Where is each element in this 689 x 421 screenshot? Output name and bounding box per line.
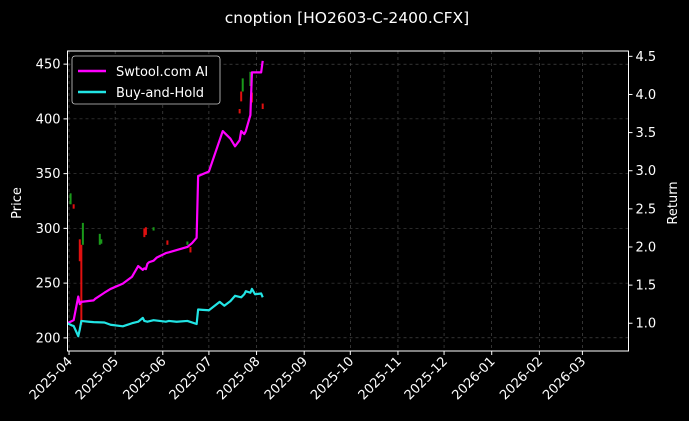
candle bbox=[261, 103, 264, 110]
candle bbox=[80, 244, 83, 325]
series-lines bbox=[67, 60, 264, 338]
series-line-ai bbox=[67, 60, 264, 325]
y-right-tick-label: 4.5 bbox=[636, 50, 657, 65]
y-left-tick-label: 400 bbox=[36, 112, 61, 127]
plot-frame bbox=[67, 50, 629, 352]
candle bbox=[81, 222, 84, 245]
y-axis-right: 1.0 1.5 2.0 2.5 3.0 3.5 4.0 4.5 bbox=[628, 50, 657, 332]
candle bbox=[241, 78, 244, 92]
y-left-tick-label: 450 bbox=[36, 58, 61, 73]
legend: Swtool.com AI Buy-and-Hold bbox=[71, 55, 221, 105]
y-right-tick-label: 2.0 bbox=[636, 240, 657, 255]
candle bbox=[78, 239, 81, 262]
y-left-tick-label: 300 bbox=[36, 222, 61, 237]
candles bbox=[69, 71, 264, 325]
y-left-tick-label: 350 bbox=[36, 167, 61, 182]
candle bbox=[186, 241, 189, 245]
candle bbox=[240, 91, 243, 102]
legend-label-buy-hold: Buy-and-Hold bbox=[116, 86, 204, 101]
candle bbox=[100, 239, 103, 244]
y-left-tick-label: 250 bbox=[36, 277, 61, 292]
y-right-tick-label: 1.5 bbox=[636, 279, 657, 294]
y-right-tick-label: 2.5 bbox=[636, 202, 657, 217]
y-right-tick-label: 3.0 bbox=[636, 164, 657, 179]
chart-title: cnoption [HO2603-C-2400.CFX] bbox=[225, 9, 469, 27]
series-line-buy-hold bbox=[67, 287, 264, 338]
candle bbox=[144, 227, 147, 235]
candle bbox=[166, 240, 169, 245]
y-axis-right-label: Return bbox=[666, 181, 681, 224]
candle bbox=[238, 109, 241, 114]
candle bbox=[152, 227, 155, 231]
y-right-tick-label: 1.0 bbox=[636, 317, 657, 332]
y-left-tick-label: 200 bbox=[36, 331, 61, 346]
candle bbox=[143, 228, 146, 238]
y-axis-left-label: Price bbox=[10, 187, 25, 219]
legend-box bbox=[71, 55, 221, 105]
y-right-tick-label: 4.0 bbox=[636, 88, 657, 103]
candle bbox=[98, 233, 101, 245]
y-axis-left: 200 250 300 350 400 450 bbox=[36, 58, 68, 346]
candle bbox=[249, 71, 252, 87]
legend-label-ai: Swtool.com AI bbox=[116, 65, 208, 80]
y-right-tick-label: 3.5 bbox=[636, 126, 657, 141]
candle bbox=[69, 193, 72, 205]
candle bbox=[72, 204, 75, 209]
candle bbox=[189, 246, 192, 253]
